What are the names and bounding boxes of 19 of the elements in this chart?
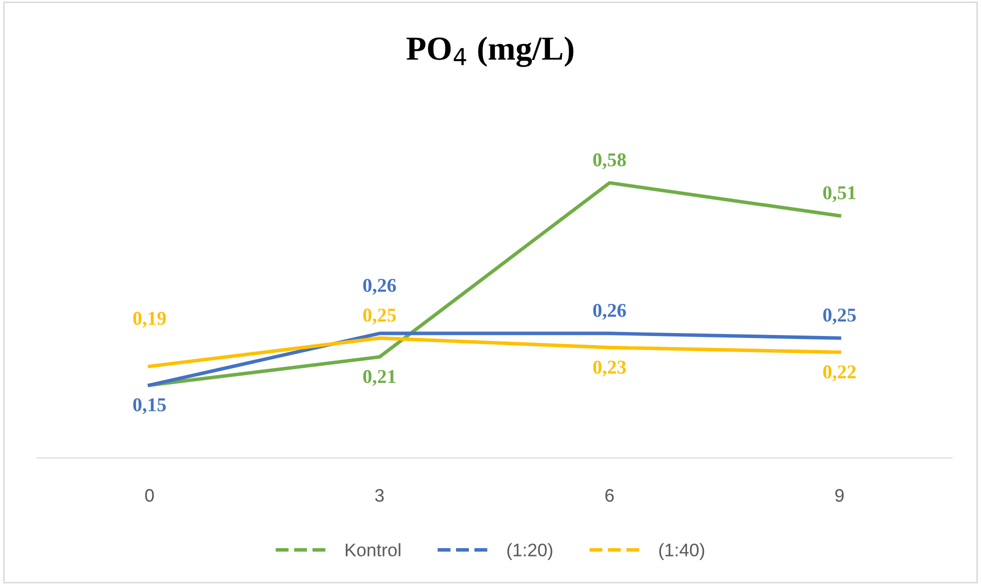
legend-label: (1:40) bbox=[659, 543, 704, 560]
data-label: 0,22 bbox=[823, 365, 856, 382]
data-label: 0,21 bbox=[363, 370, 396, 386]
data-label: 0,19 bbox=[133, 312, 166, 328]
x-tick-label: 6 bbox=[605, 489, 614, 502]
legend-label: Kontrol bbox=[346, 543, 400, 556]
data-label: 0,26 bbox=[593, 304, 626, 320]
x-tick-label: 0 bbox=[145, 489, 154, 502]
data-label: 0,25 bbox=[823, 308, 856, 324]
x-tick-label: 9 bbox=[835, 489, 844, 502]
data-label: 0,26 bbox=[363, 278, 396, 295]
data-label: 0,23 bbox=[593, 360, 626, 377]
legend-label: (1:20) bbox=[507, 543, 552, 560]
data-label: 0,15 bbox=[133, 398, 166, 414]
data-label: 0,51 bbox=[823, 186, 856, 202]
x-tick-label: 3 bbox=[375, 489, 384, 502]
chart-title: PO$_{4}$ (mg/L) bbox=[406, 36, 574, 67]
data-label: 0,58 bbox=[593, 153, 626, 170]
data-label: 0,25 bbox=[363, 308, 396, 324]
